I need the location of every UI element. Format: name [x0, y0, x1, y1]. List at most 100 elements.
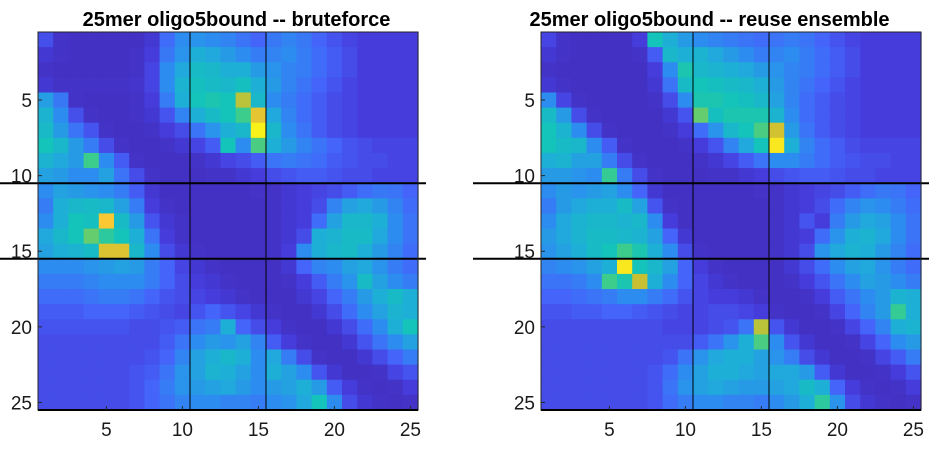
- heatmap-cell: [220, 92, 237, 109]
- heatmap-cell: [342, 304, 358, 320]
- heatmap-cell: [829, 107, 846, 124]
- heatmap-cell: [129, 273, 145, 290]
- heatmap-cell: [114, 364, 130, 381]
- heatmap-cell: [677, 107, 694, 124]
- heatmap-cell: [250, 47, 267, 63]
- heatmap-cell: [190, 92, 206, 109]
- heatmap-cell: [144, 258, 161, 275]
- heatmap-cell: [677, 319, 694, 335]
- heatmap-cell: [129, 77, 145, 94]
- heatmap-cell: [326, 394, 343, 411]
- heatmap-cell: [784, 334, 800, 351]
- heatmap-cell: [769, 349, 785, 366]
- heatmap-cell: [860, 364, 876, 381]
- heatmap-cell: [190, 289, 206, 305]
- heatmap-cell: [235, 198, 252, 215]
- heatmap-cell: [342, 243, 358, 260]
- heatmap-cell: [83, 334, 100, 351]
- heatmap-cell: [845, 334, 861, 351]
- heatmap-cell: [387, 198, 404, 215]
- heatmap-cell: [174, 183, 191, 199]
- heatmap-cell: [190, 379, 206, 396]
- heatmap-cell: [845, 77, 861, 94]
- heatmap-cell: [890, 289, 907, 305]
- heatmap-cell: [556, 379, 572, 396]
- heatmap-cell: [250, 379, 267, 396]
- heatmap-cell: [632, 228, 648, 245]
- chart-title: 25mer oligo5bound -- reuse ensemble: [529, 9, 890, 31]
- heatmap-cell: [296, 32, 313, 48]
- heatmap-cell: [632, 107, 648, 124]
- heatmap-cell: [905, 122, 922, 139]
- heatmap-cell: [311, 198, 328, 215]
- heatmap-cell: [402, 122, 419, 139]
- heatmap-cell: [738, 243, 755, 260]
- heatmap-cell: [738, 107, 755, 124]
- heatmap-cell: [875, 364, 892, 381]
- heatmap-cell: [53, 92, 69, 109]
- heatmap-cell: [905, 92, 922, 109]
- heatmap-cell: [190, 152, 206, 169]
- y-tick-label: 15: [11, 242, 32, 263]
- heatmap-cell: [541, 137, 557, 154]
- heatmap-cell: [114, 273, 130, 290]
- heatmap-cell: [357, 137, 373, 154]
- heatmap-cell: [556, 243, 572, 260]
- heatmap-cell: [799, 304, 816, 320]
- heatmap-cell: [556, 213, 572, 230]
- heatmap-cell: [326, 319, 343, 335]
- heatmap-cell: [114, 77, 130, 94]
- heatmap-cell: [601, 168, 618, 184]
- heatmap-cell: [190, 77, 206, 94]
- heatmap-cell: [266, 364, 282, 381]
- heatmap-cell: [387, 258, 404, 275]
- heatmap-cell: [159, 47, 176, 63]
- heatmap-cell: [266, 319, 282, 335]
- heatmap-cell: [296, 258, 313, 275]
- heatmap-cell: [814, 304, 831, 320]
- heatmap-cell: [205, 137, 221, 154]
- heatmap-cell: [647, 304, 664, 320]
- heatmap-cell: [311, 77, 328, 94]
- heatmap-cell: [845, 304, 861, 320]
- heatmap-cell: [83, 198, 100, 215]
- heatmap-cell: [311, 319, 328, 335]
- heatmap-cell: [829, 228, 846, 245]
- heatmap-cell: [83, 152, 100, 169]
- heatmap-cell: [83, 77, 100, 94]
- heatmap-cell: [723, 47, 740, 63]
- heatmap-cell: [205, 304, 221, 320]
- heatmap-cell: [586, 198, 603, 215]
- heatmap-cell: [53, 289, 69, 305]
- heatmap-cell: [174, 364, 191, 381]
- heatmap-cell: [875, 168, 892, 184]
- heatmap-cell: [617, 32, 633, 48]
- heatmap-cell: [266, 289, 282, 305]
- heatmap-cell: [402, 77, 419, 94]
- heatmap-cell: [556, 198, 572, 215]
- heatmap-cell: [693, 319, 709, 335]
- heatmap-cell: [601, 258, 618, 275]
- heatmap-cell: [677, 349, 694, 366]
- heatmap-cell: [144, 32, 161, 48]
- heatmap-cell: [829, 77, 846, 94]
- heatmap-cell: [250, 62, 267, 78]
- heatmap-cell: [601, 319, 618, 335]
- heatmap-cell: [342, 213, 358, 230]
- heatmap-cell: [296, 228, 313, 245]
- heatmap-cell: [83, 243, 100, 260]
- heatmap-cell: [144, 198, 161, 215]
- heatmap-cell: [68, 198, 85, 215]
- heatmap-cell: [753, 92, 770, 109]
- heatmap-cell: [905, 77, 922, 94]
- heatmap-cell: [586, 364, 603, 381]
- heatmap-cell: [586, 349, 603, 366]
- heatmap-cell: [98, 32, 115, 48]
- heatmap-cell: [601, 47, 618, 63]
- heatmap-cell: [784, 349, 800, 366]
- heatmap-cell: [326, 273, 343, 290]
- heatmap-cell: [220, 32, 237, 48]
- heatmap-cell: [387, 364, 404, 381]
- heatmap-cell: [326, 77, 343, 94]
- heatmap-cell: [829, 198, 846, 215]
